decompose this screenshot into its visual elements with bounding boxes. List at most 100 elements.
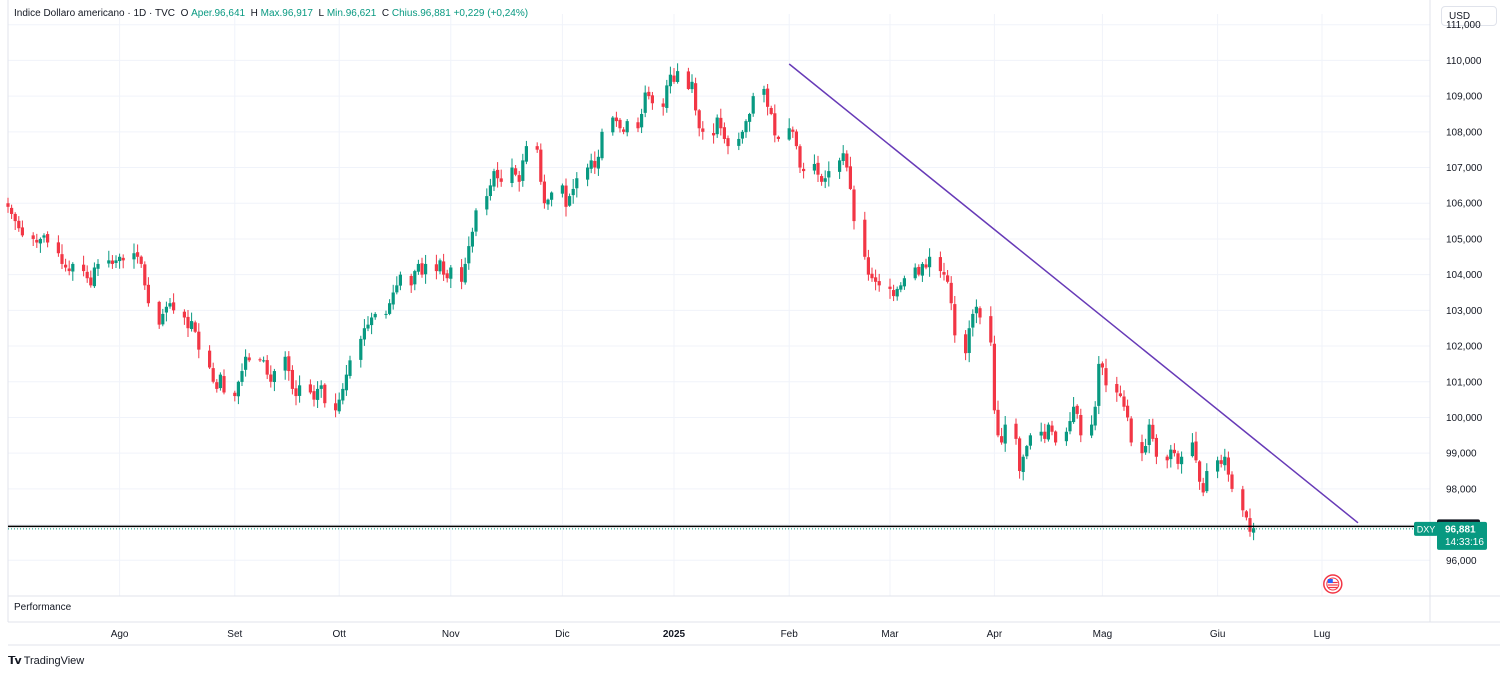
candle-body <box>107 260 111 264</box>
y-tick-label: 101,000 <box>1446 377 1483 388</box>
candle-body <box>686 71 690 89</box>
candle-body <box>1129 418 1133 443</box>
candle-body <box>701 128 705 132</box>
y-tick-label: 98,000 <box>1446 484 1477 495</box>
candle-body <box>798 146 802 168</box>
x-tick-label: Mag <box>1093 629 1112 640</box>
candle-body <box>20 227 24 236</box>
candle-body <box>13 213 17 222</box>
candle-body <box>121 257 125 261</box>
candle-body <box>395 285 399 293</box>
x-tick-label: Ott <box>333 629 347 640</box>
x-tick-label: Lug <box>1314 629 1331 640</box>
candle-body <box>96 263 100 269</box>
candle-body <box>1021 456 1025 473</box>
candle-body <box>1190 442 1194 457</box>
candle-body <box>6 203 10 207</box>
candle-body <box>35 239 39 243</box>
countdown-text: 14:33:16 <box>1445 537 1484 548</box>
candle-body <box>193 322 197 332</box>
candle-body <box>172 302 176 311</box>
candle-body <box>942 272 946 275</box>
candle-body <box>42 235 46 238</box>
candle-body <box>902 278 906 287</box>
candle-body <box>978 308 982 318</box>
candle-body <box>766 88 770 107</box>
candle-body <box>676 71 680 82</box>
x-tick-label: 2025 <box>663 629 686 640</box>
candle-body <box>866 257 870 275</box>
tradingview-logo[interactable]: 𝗧𝘃 TradingView <box>8 654 84 668</box>
y-tick-label: 105,000 <box>1446 234 1483 245</box>
y-tick-label: 108,000 <box>1446 127 1483 138</box>
candle-body <box>1230 474 1234 489</box>
candle-body <box>535 146 539 150</box>
candle-body <box>218 374 222 389</box>
candle-body <box>614 117 618 122</box>
candle-body <box>650 95 654 104</box>
candle-body <box>272 371 276 382</box>
candle-body <box>164 306 168 313</box>
x-tick-label: Apr <box>987 629 1003 640</box>
currency-button[interactable]: USD <box>1441 6 1497 26</box>
candle-body <box>341 388 345 401</box>
candle-body <box>816 162 820 175</box>
candle-body <box>917 266 921 275</box>
candle-body <box>114 260 118 263</box>
candle-body <box>1176 453 1180 464</box>
candle-body <box>838 160 842 172</box>
candle-body <box>1075 405 1079 414</box>
candle-body <box>463 263 467 283</box>
candle-body <box>485 196 489 210</box>
candle-body <box>1144 446 1148 453</box>
candle-body <box>762 88 766 95</box>
candle-body <box>1147 424 1151 446</box>
candle-body <box>740 131 744 139</box>
candle-body <box>143 264 147 286</box>
candle-body <box>244 356 248 370</box>
candles <box>6 63 1256 541</box>
candle-body <box>319 385 323 389</box>
performance-label[interactable]: Performance <box>14 602 72 613</box>
candle-body <box>344 374 348 391</box>
candle-body <box>568 196 572 206</box>
candle-body <box>636 122 640 129</box>
candle-body <box>146 284 150 304</box>
candle-body <box>316 388 320 400</box>
candle-body <box>899 285 903 290</box>
candle-body <box>661 103 665 107</box>
candle-body <box>996 409 1000 436</box>
candle-body <box>773 113 777 136</box>
candle-body <box>499 178 503 182</box>
candle-body <box>467 246 471 264</box>
candle-body <box>1025 446 1029 457</box>
candle-body <box>1115 384 1119 393</box>
candle-body <box>1226 457 1230 475</box>
symbol-tag-badge <box>1414 521 1438 536</box>
candle-body <box>722 127 726 139</box>
candle-body <box>596 156 600 169</box>
y-tick-label: 100,000 <box>1446 413 1483 424</box>
candle-body <box>67 268 71 272</box>
candle-body <box>787 128 791 140</box>
legend-low-label: L <box>318 8 325 19</box>
candle-body <box>643 92 647 113</box>
candle-body <box>359 338 363 360</box>
candle-body <box>312 391 316 400</box>
legend-symbol[interactable]: Indice Dollaro americano · 1D · TVC <box>14 8 175 19</box>
candle-body <box>445 273 449 279</box>
candle-body <box>514 168 518 175</box>
candle-body <box>190 321 194 329</box>
candle-body <box>424 263 428 275</box>
candle-body <box>737 138 741 146</box>
candle-body <box>1165 456 1169 461</box>
legend-high-label: H <box>250 8 258 19</box>
candle-body <box>794 131 798 147</box>
candle-body <box>409 275 413 286</box>
candle-body <box>1201 483 1205 493</box>
legend-close-label: C <box>381 8 390 19</box>
candle-body <box>971 313 975 328</box>
candle-body <box>496 169 500 179</box>
candle-body <box>665 85 669 108</box>
